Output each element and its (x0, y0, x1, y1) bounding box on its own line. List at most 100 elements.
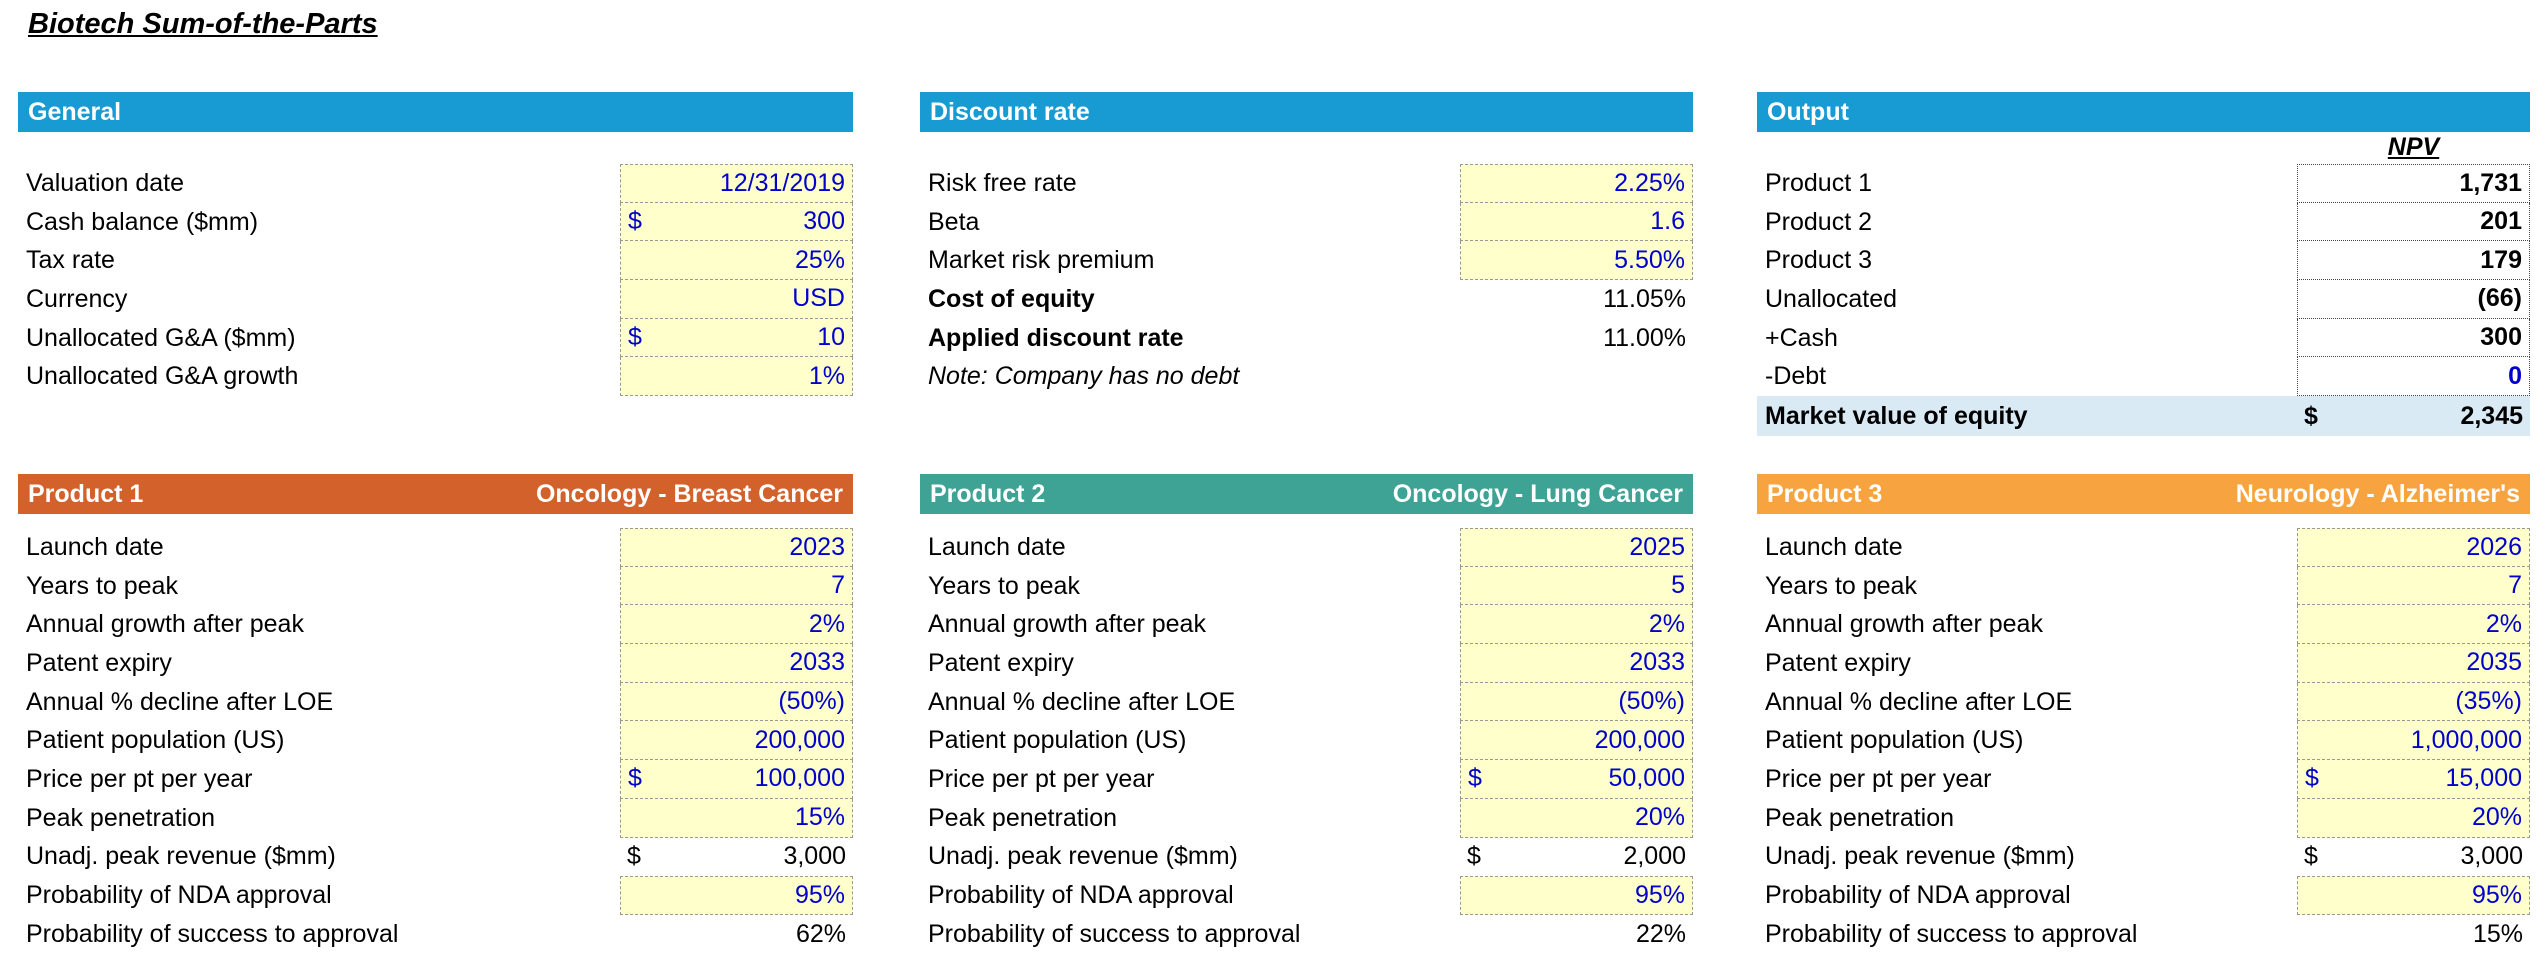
product-1-row-nda-approval: Probability of NDA approval 95% (18, 876, 853, 915)
applied-discount-rate-computed-cell: 11.00% (1460, 319, 1693, 358)
row-label: Launch date (928, 532, 1066, 561)
price-per-pt-input-cell[interactable]: $ 15,000 (2297, 760, 2530, 799)
product-3-row-patient-population: Patient population (US) 1,000,000 (1757, 721, 2530, 761)
cell-value: 95% (2471, 881, 2522, 910)
cell-value: 1.6 (1650, 207, 1685, 236)
row-label: Currency (26, 284, 128, 313)
years-to-peak-input-cell[interactable]: 5 (1460, 566, 1693, 606)
product-3-row-unadj-peak-revenue: Unadj. peak revenue ($mm) $ 3,000 (1757, 838, 2530, 877)
unallocated-ga-growth-input-cell[interactable]: 1% (620, 357, 853, 397)
cell-value: 2035 (2466, 648, 2522, 677)
decline-after-loe-input-cell[interactable]: (50%) (1460, 682, 1693, 722)
note-text: Note: Company has no debt (928, 362, 1240, 391)
row-label: Risk free rate (928, 168, 1077, 197)
unallocated-ga-input-cell[interactable]: $ 10 (620, 318, 853, 358)
peak-penetration-input-cell[interactable]: 20% (2297, 798, 2530, 838)
discount-rate-section: Discount rate Risk free rate 2.25% Beta … (920, 92, 1693, 396)
cell-value: 300 (2480, 323, 2522, 352)
success-to-approval-computed-cell: 15% (2297, 915, 2530, 954)
product-1-row-unadj-peak-revenue: Unadj. peak revenue ($mm) $ 3,000 (18, 838, 853, 877)
output-row-cash: +Cash 300 (1757, 318, 2530, 358)
row-label: Unadj. peak revenue ($mm) (26, 842, 336, 871)
cell-value: 1,731 (2459, 168, 2522, 197)
cell-value: (50%) (1618, 687, 1685, 716)
discount-row-cost-of-equity: Cost of equity 11.05% (920, 280, 1693, 319)
row-label: Patent expiry (928, 648, 1074, 677)
nda-approval-input-cell[interactable]: 95% (2297, 876, 2530, 915)
product-2-row-patient-population: Patient population (US) 200,000 (920, 721, 1693, 761)
section-header-label: Product 1 (28, 479, 144, 508)
debt-npv-cell[interactable]: 0 (2297, 357, 2530, 397)
cell-value: 3,000 (783, 842, 846, 871)
cell-value: 15,000 (2445, 764, 2522, 793)
section-header-label: General (28, 97, 122, 126)
annual-growth-input-cell[interactable]: 2% (2297, 605, 2530, 645)
discount-row-applied-discount-rate: Applied discount rate 11.00% (920, 319, 1693, 358)
section-header-subtitle: Oncology - Breast Cancer (535, 479, 843, 508)
cell-value: 2026 (2466, 532, 2522, 561)
patent-expiry-input-cell[interactable]: 2033 (1460, 644, 1693, 683)
discount-rate-section-header: Discount rate (920, 92, 1693, 132)
row-label: Market risk premium (928, 246, 1155, 275)
peak-penetration-input-cell[interactable]: 20% (1460, 798, 1693, 838)
decline-after-loe-input-cell[interactable]: (35%) (2297, 682, 2530, 722)
beta-input-cell[interactable]: 1.6 (1460, 202, 1693, 242)
product-1-row-years-to-peak: Years to peak 7 (18, 566, 853, 606)
tax-rate-input-cell[interactable]: 25% (620, 241, 853, 281)
row-label: Peak penetration (26, 803, 216, 832)
patent-expiry-input-cell[interactable]: 2035 (2297, 644, 2530, 683)
row-label: Probability of success to approval (928, 919, 1301, 948)
years-to-peak-input-cell[interactable]: 7 (620, 566, 853, 606)
launch-date-input-cell[interactable]: 2025 (1460, 528, 1693, 567)
market-value-of-equity-cell: $ 2,345 (2297, 396, 2530, 436)
launch-date-input-cell[interactable]: 2023 (620, 528, 853, 567)
currency-symbol: $ (627, 842, 641, 871)
annual-growth-input-cell[interactable]: 2% (1460, 605, 1693, 645)
row-label: Annual % decline after LOE (1765, 687, 2073, 716)
row-label: Probability of success to approval (1765, 919, 2138, 948)
patient-population-input-cell[interactable]: 200,000 (620, 721, 853, 761)
cell-value: 201 (2480, 207, 2522, 236)
cell-value: 2% (1648, 609, 1685, 638)
row-label: Price per pt per year (928, 764, 1155, 793)
patient-population-input-cell[interactable]: 200,000 (1460, 721, 1693, 761)
row-label: Launch date (26, 532, 164, 561)
nda-approval-input-cell[interactable]: 95% (620, 876, 853, 915)
currency-symbol: $ (1467, 842, 1481, 871)
currency-input-cell[interactable]: USD (620, 280, 853, 319)
cell-value: 3,000 (2460, 842, 2523, 871)
product-2-row-peak-penetration: Peak penetration 20% (920, 798, 1693, 838)
cell-value: 2025 (1629, 532, 1685, 561)
row-label: Cost of equity (928, 284, 1095, 313)
npv-column-header-row: NPV (1757, 132, 2530, 164)
product-3-row-peak-penetration: Peak penetration 20% (1757, 798, 2530, 838)
patent-expiry-input-cell[interactable]: 2033 (620, 644, 853, 683)
cash-balance-input-cell[interactable]: $ 300 (620, 202, 853, 242)
patient-population-input-cell[interactable]: 1,000,000 (2297, 721, 2530, 761)
launch-date-input-cell[interactable]: 2026 (2297, 528, 2530, 567)
nda-approval-input-cell[interactable]: 95% (1460, 876, 1693, 915)
peak-penetration-input-cell[interactable]: 15% (620, 798, 853, 838)
product-2-row-launch-date: Launch date 2025 (920, 528, 1693, 567)
output-section: Output NPV Product 1 1,731 Product 2 201… (1757, 92, 2530, 437)
risk-free-rate-input-cell[interactable]: 2.25% (1460, 164, 1693, 203)
price-per-pt-input-cell[interactable]: $ 50,000 (1460, 760, 1693, 799)
price-per-pt-input-cell[interactable]: $ 100,000 (620, 760, 853, 799)
row-label: Probability of success to approval (26, 919, 399, 948)
annual-growth-input-cell[interactable]: 2% (620, 605, 853, 645)
row-label: Probability of NDA approval (928, 881, 1234, 910)
currency-symbol: $ (628, 764, 642, 793)
decline-after-loe-input-cell[interactable]: (50%) (620, 682, 853, 722)
cell-value: 179 (2480, 245, 2522, 274)
valuation-date-input-cell[interactable]: 12/31/2019 (620, 164, 853, 203)
years-to-peak-input-cell[interactable]: 7 (2297, 566, 2530, 606)
unadj-peak-revenue-computed-cell: $ 3,000 (2297, 838, 2530, 877)
product-3-row-decline-after-loe: Annual % decline after LOE (35%) (1757, 682, 2530, 722)
product-2-row-annual-growth: Annual growth after peak 2% (920, 605, 1693, 645)
cell-value: 5 (1671, 571, 1685, 600)
cell-value: 15% (794, 803, 845, 832)
cell-value: 25% (794, 245, 845, 274)
cell-value: 0 (2508, 361, 2522, 390)
cell-value: 50,000 (1608, 764, 1685, 793)
market-risk-premium-input-cell[interactable]: 5.50% (1460, 241, 1693, 281)
